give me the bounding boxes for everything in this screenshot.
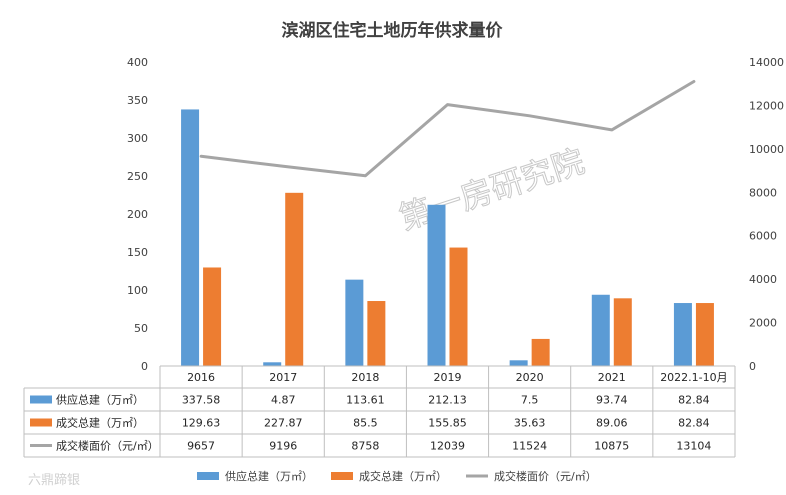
table-cell: 12039 — [430, 440, 465, 453]
table-cell: 8758 — [351, 440, 379, 453]
table-cell: 82.84 — [678, 394, 710, 407]
table-cell: 113.61 — [346, 394, 385, 407]
right-axis-tick-label: 12000 — [749, 99, 784, 112]
row-label: 供应总建（万㎡） — [56, 393, 144, 407]
table-cell: 9196 — [269, 440, 297, 453]
legend-label: 供应总建（万㎡） — [225, 469, 313, 483]
right-axis-tick-label: 8000 — [749, 186, 777, 199]
table-cell: 35.63 — [514, 417, 546, 430]
left-axis-tick-label: 250 — [127, 170, 148, 183]
table-cell: 129.63 — [182, 417, 221, 430]
left-axis-tick-label: 350 — [127, 94, 148, 107]
table-cell: 4.87 — [271, 394, 296, 407]
supply-bar — [673, 303, 692, 366]
supply-bar — [427, 204, 446, 366]
category-label: 2016 — [187, 371, 215, 384]
supply-bar — [591, 294, 610, 366]
category-label: 2018 — [351, 371, 379, 384]
table-cell: 89.06 — [596, 417, 628, 430]
left-axis-tick-label: 300 — [127, 132, 148, 145]
table-cell: 155.85 — [428, 417, 467, 430]
right-axis-tick-label: 10000 — [749, 143, 784, 156]
chart-title: 滨湖区住宅土地历年供求量价 — [282, 20, 504, 41]
left-axis-tick-label: 200 — [127, 208, 148, 221]
bar-series-group — [181, 109, 714, 366]
legend-label: 成交总建（万㎡） — [359, 469, 447, 483]
category-label: 2021 — [598, 371, 626, 384]
supply-bar — [509, 360, 528, 366]
data-table: 2016 2017 2018 2019 2020 2021 2022.1-10月供应总建（万… — [23, 365, 736, 458]
table-cell: 11524 — [512, 440, 547, 453]
legend-label: 成交楼面价（元/㎡） — [494, 469, 597, 483]
legend-key — [197, 472, 219, 480]
category-label: 2020 — [516, 371, 544, 384]
transaction-bar — [531, 338, 550, 366]
legend-key — [331, 472, 353, 480]
left-axis-tick-label: 0 — [141, 360, 148, 373]
row-legend-key — [30, 418, 52, 427]
category-label: 2017 — [269, 371, 297, 384]
right-axis-tick-label: 6000 — [749, 230, 777, 243]
transaction-bar — [613, 298, 632, 366]
transaction-bar — [695, 303, 714, 366]
right-axis-tick-label: 14000 — [749, 56, 784, 69]
left-axis-tick-label: 50 — [134, 322, 148, 335]
table-cell: 227.87 — [264, 417, 303, 430]
right-axis-tick-label: 2000 — [749, 317, 777, 330]
table-cell: 212.13 — [428, 394, 467, 407]
row-label: 成交总建（万㎡） — [56, 416, 144, 430]
supply-bar — [345, 279, 364, 366]
category-label: 2022.1-10月 — [660, 371, 727, 384]
transaction-bar — [285, 192, 304, 366]
left-y-axis: 0 50 100 150 200 250 300 350 400 — [127, 56, 148, 373]
watermark-text: 第一房研究院 — [394, 142, 588, 237]
category-label: 2019 — [434, 371, 462, 384]
table-cell: 337.58 — [182, 394, 221, 407]
right-y-axis: 0 2000 4000 6000 8000 10000 12000 14000 — [749, 56, 784, 373]
price-line — [199, 80, 696, 178]
right-axis-tick-label: 4000 — [749, 273, 777, 286]
table-cell: 85.5 — [353, 417, 378, 430]
table-cell: 10875 — [594, 440, 629, 453]
table-cell: 82.84 — [678, 417, 710, 430]
row-label: 成交楼面价（元/㎡） — [56, 439, 159, 453]
transaction-bar — [449, 247, 468, 366]
table-cell: 93.74 — [596, 394, 628, 407]
right-axis-tick-label: 0 — [749, 360, 756, 373]
legend: 供应总建（万㎡） 成交总建（万㎡） 成交楼面价（元/㎡） — [197, 469, 597, 483]
transaction-bar — [203, 267, 222, 366]
left-axis-tick-label: 150 — [127, 246, 148, 259]
table-cell: 13104 — [676, 440, 711, 453]
left-axis-tick-label: 400 — [127, 56, 148, 69]
table-cell: 9657 — [187, 440, 215, 453]
table-cell: 7.5 — [521, 394, 539, 407]
left-axis-tick-label: 100 — [127, 284, 148, 297]
line-series-group — [199, 80, 696, 178]
row-legend-key — [30, 395, 52, 404]
transaction-bar — [367, 301, 386, 366]
footer-watermark: 六鼎蹄银 — [28, 472, 80, 488]
supply-bar — [263, 362, 282, 366]
supply-bar — [181, 109, 200, 366]
